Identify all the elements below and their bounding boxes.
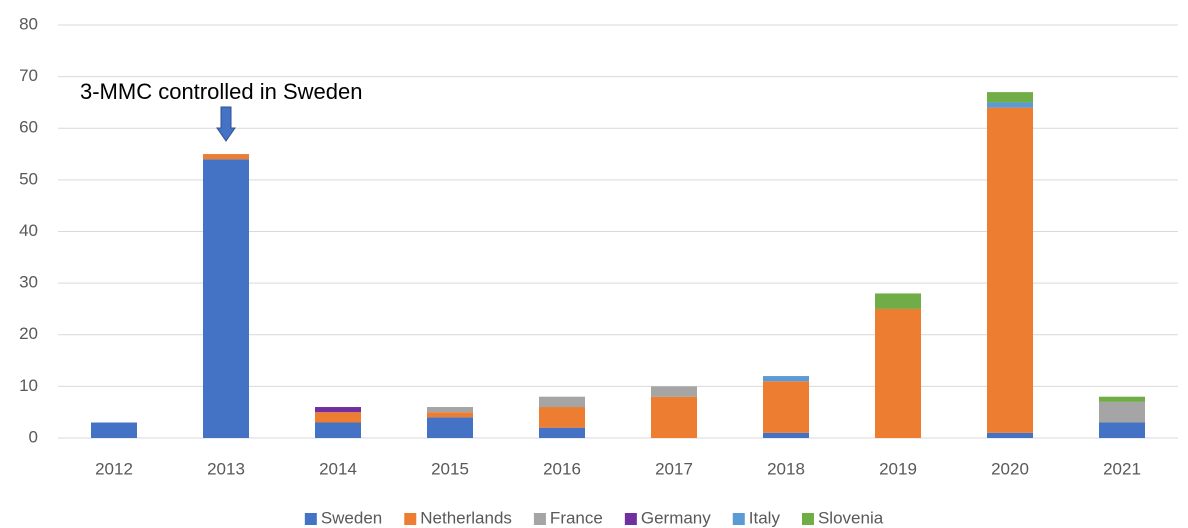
y-tick-label: 80	[19, 14, 38, 33]
bar-segment	[763, 381, 809, 433]
bar-segment	[875, 308, 921, 438]
legend: Sweden Netherlands France Germany Italy Slove…	[304, 508, 884, 527]
legend-swatch	[404, 513, 417, 525]
x-tick-label: 2017	[655, 459, 693, 478]
bar-segment	[1099, 401, 1145, 423]
bar-segment	[315, 422, 361, 438]
bar-segment	[427, 417, 473, 438]
annotation-arrow	[216, 106, 236, 142]
x-tick-label: 2021	[1103, 459, 1141, 478]
legend-label: Netherlands	[420, 508, 512, 527]
legend-swatch	[801, 513, 814, 525]
legend-label: Slovenia	[818, 508, 884, 527]
bar-segment	[539, 407, 585, 428]
bar-segment	[875, 293, 921, 309]
bar-segment	[203, 154, 249, 160]
legend-swatch	[304, 513, 317, 525]
bar-segment	[539, 396, 585, 408]
bar-segment	[763, 376, 809, 382]
x-tick-label: 2014	[319, 459, 357, 478]
y-tick-label: 30	[19, 273, 38, 292]
bar-segment	[987, 107, 1033, 433]
y-tick-label: 50	[19, 169, 38, 188]
bar-segment	[987, 432, 1033, 438]
legend-label: Italy	[749, 508, 781, 527]
bar-segment	[651, 396, 697, 438]
y-tick-label: 70	[19, 66, 38, 85]
bar-segment	[539, 427, 585, 438]
bar-segment	[203, 159, 249, 438]
legend-swatch	[533, 513, 546, 525]
legend-label: Germany	[641, 508, 711, 527]
bar-segment	[987, 102, 1033, 108]
bar-segment	[315, 412, 361, 423]
x-tick-label: 2020	[991, 459, 1029, 478]
bar-segment	[763, 432, 809, 438]
legend-label: Sweden	[321, 508, 382, 527]
legend-label: France	[550, 508, 603, 527]
x-tick-label: 2015	[431, 459, 469, 478]
bar-segment	[1099, 422, 1145, 438]
bar-segment	[315, 407, 361, 413]
legend-swatch	[732, 513, 745, 525]
legend-swatch	[624, 513, 637, 525]
annotation: 3-MMC controlled in Sweden	[80, 79, 362, 104]
y-tick-label: 0	[29, 427, 38, 446]
y-tick-label: 60	[19, 118, 38, 137]
x-tick-label: 2019	[879, 459, 917, 478]
bar-segment	[1099, 396, 1145, 402]
y-tick-label: 10	[19, 376, 38, 395]
bar-segment	[427, 412, 473, 418]
bar-segment	[651, 386, 697, 397]
y-tick-label: 20	[19, 324, 38, 343]
bar-segment	[427, 407, 473, 413]
x-tick-label: 2018	[767, 459, 805, 478]
x-tick-label: 2016	[543, 459, 581, 478]
y-tick-label: 40	[19, 221, 38, 240]
x-tick-label: 2013	[207, 459, 245, 478]
bar-segment	[987, 92, 1033, 103]
x-tick-label: 2012	[95, 459, 133, 478]
bar-segment	[91, 422, 137, 438]
